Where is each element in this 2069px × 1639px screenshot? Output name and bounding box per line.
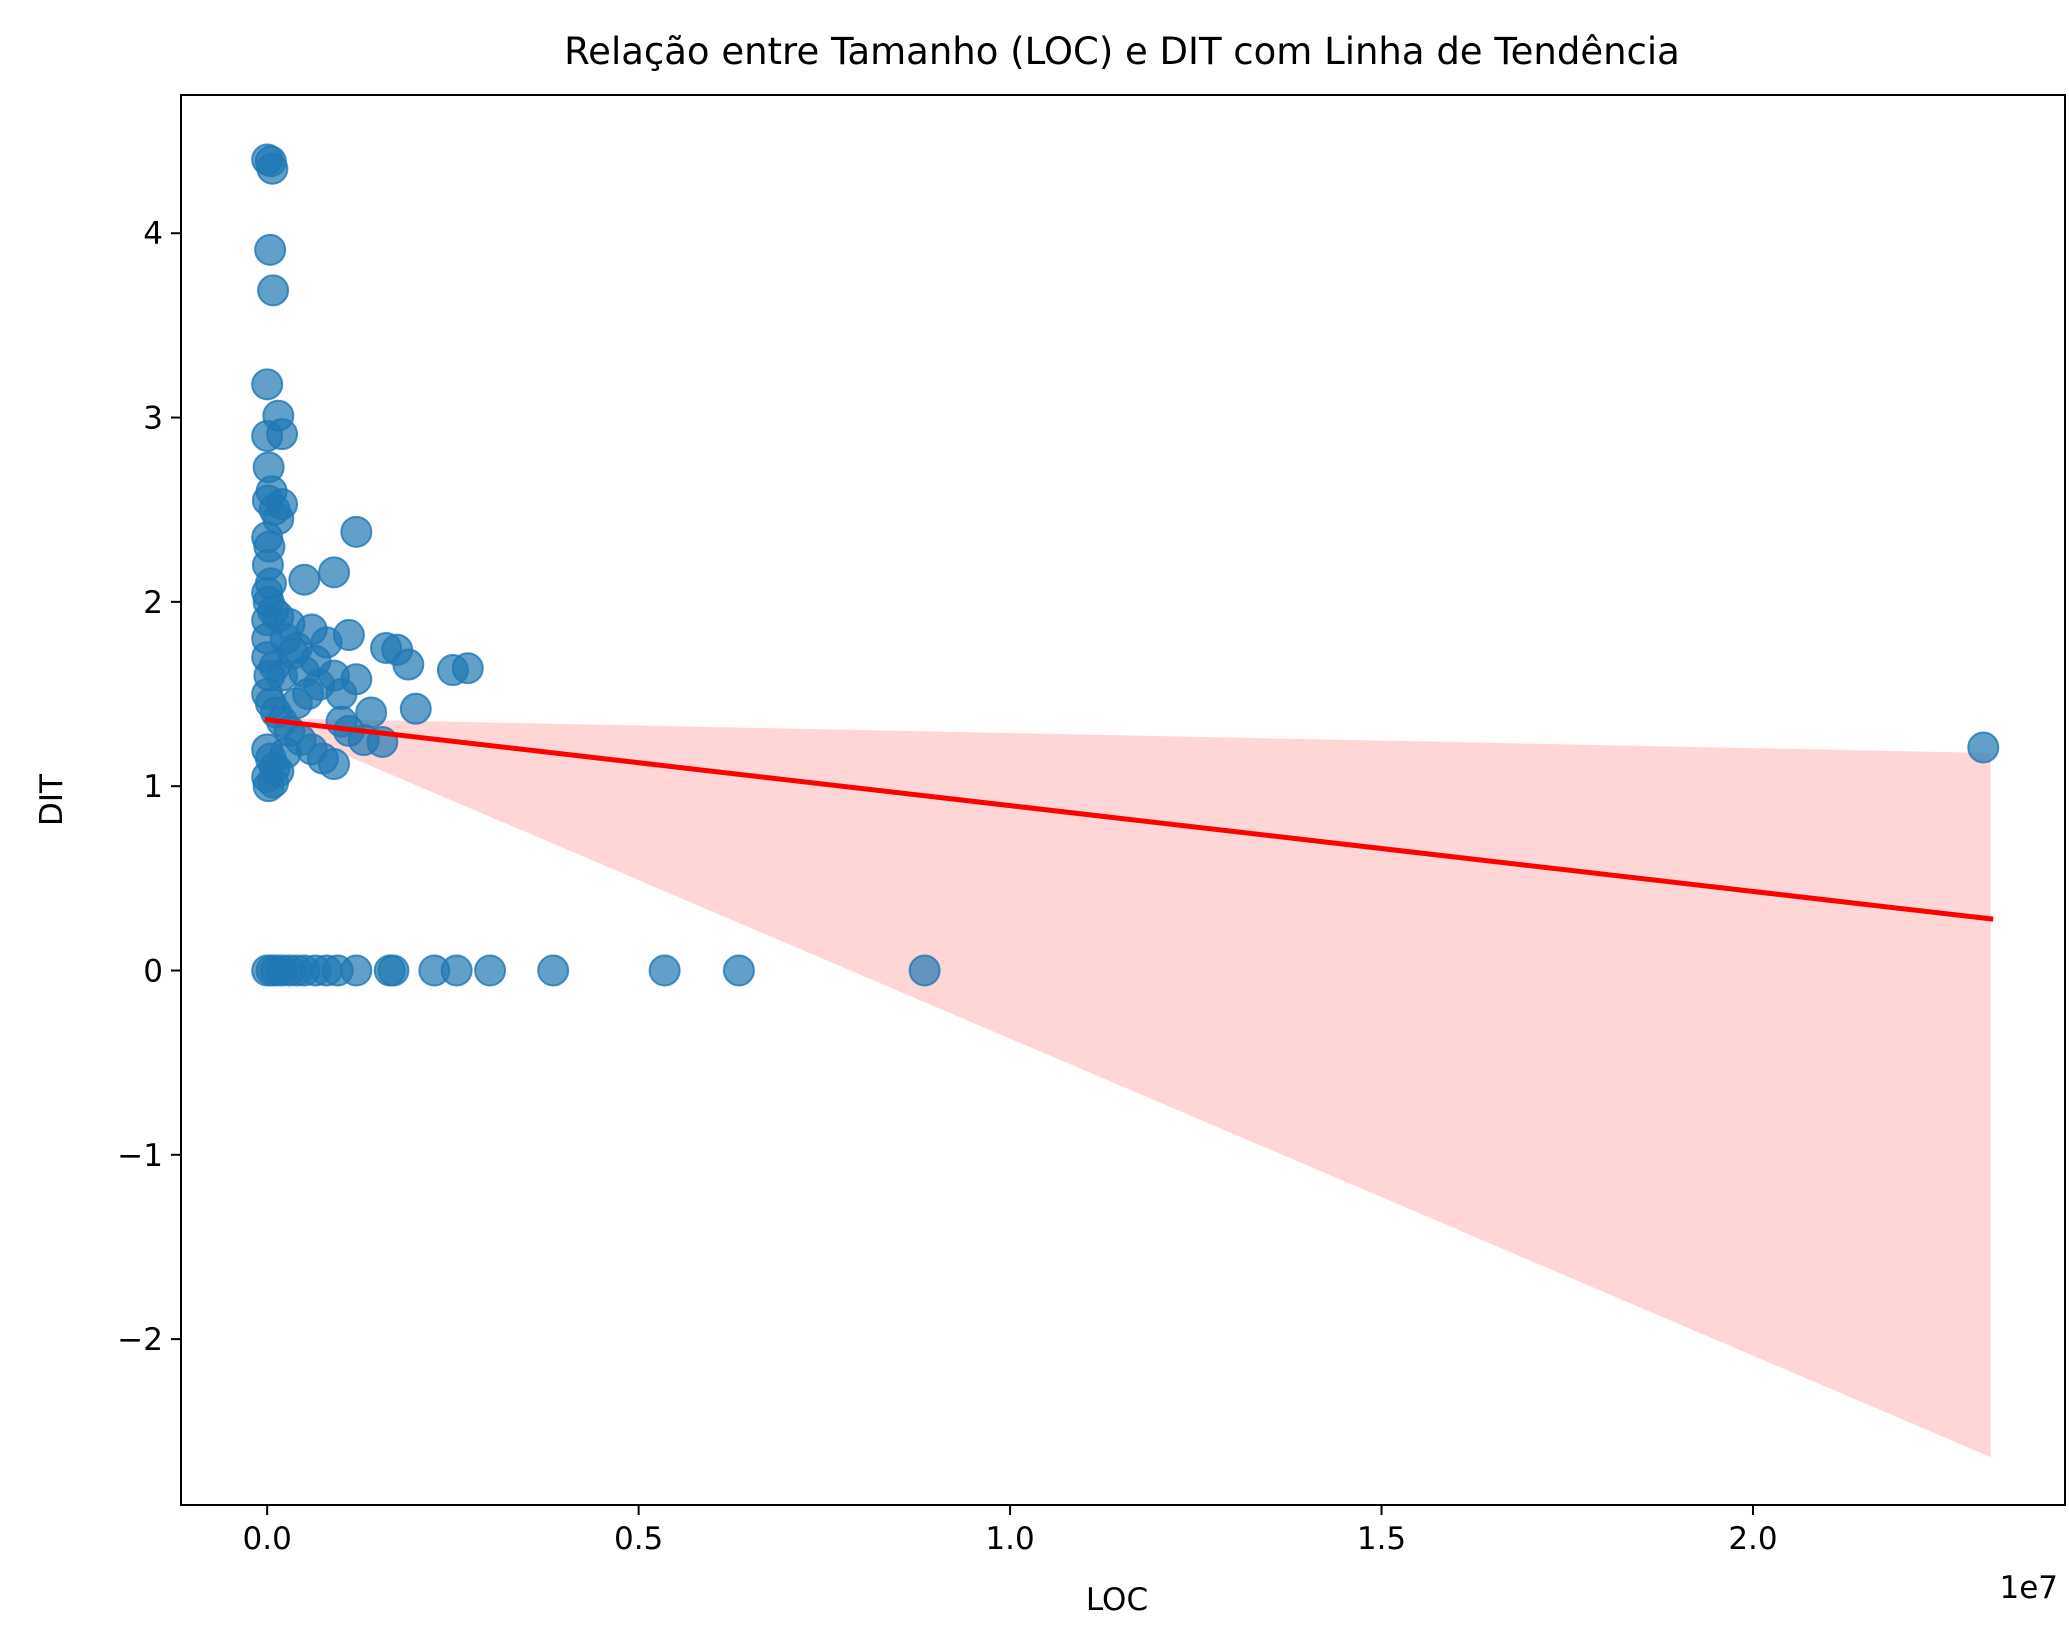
x-tick-label: 2.0 <box>1728 1521 1777 1557</box>
data-point <box>254 233 287 266</box>
data-point <box>377 954 410 987</box>
confidence-band <box>267 717 1991 1458</box>
x-tick-label: 0.0 <box>243 1521 292 1557</box>
confidence-band-layer <box>267 717 1991 1458</box>
x-tick-label: 1.5 <box>1357 1521 1406 1557</box>
data-point <box>537 954 570 987</box>
data-point <box>253 659 286 692</box>
trend-line-layer <box>264 717 1994 922</box>
y-tick-label: 0 <box>143 953 163 989</box>
data-point <box>392 648 425 681</box>
y-tick-label: −1 <box>117 1138 163 1174</box>
data-point <box>299 644 332 677</box>
data-point <box>451 652 484 685</box>
x-axis-label: LOC <box>1086 1582 1148 1618</box>
data-point <box>292 678 325 711</box>
data-point <box>648 954 681 987</box>
data-point <box>474 954 507 987</box>
y-tick-label: 1 <box>143 769 163 805</box>
data-point <box>251 368 284 401</box>
data-point <box>340 663 373 696</box>
data-point <box>440 954 473 987</box>
trend-line <box>264 717 1994 922</box>
y-tick-label: 3 <box>143 401 163 437</box>
y-axis-ticks: −2 −1 0 1 2 3 4 <box>117 216 181 1358</box>
x-axis-offset-label: 1e7 <box>1999 1570 2058 1606</box>
data-point <box>269 737 302 769</box>
data-point <box>722 954 755 987</box>
plot-frame <box>180 94 2066 1506</box>
y-tick-label: −2 <box>117 1322 163 1358</box>
x-tick-label: 1.0 <box>985 1521 1034 1557</box>
data-point <box>340 954 373 987</box>
data-point <box>251 622 284 655</box>
plot-area <box>251 143 2000 1458</box>
y-tick-label: 4 <box>143 216 163 252</box>
chart-title: Relação entre Tamanho (LOC) e DIT com Li… <box>564 30 1680 73</box>
data-point <box>288 563 321 596</box>
data-point <box>257 274 290 307</box>
x-axis-ticks: 0.0 0.5 1.0 1.5 2.0 <box>243 1505 1778 1557</box>
data-point <box>908 954 941 987</box>
x-tick-label: 0.5 <box>614 1521 663 1557</box>
data-point <box>332 619 365 652</box>
data-point <box>266 418 299 451</box>
data-point <box>256 152 289 185</box>
data-point <box>318 556 351 589</box>
y-tick-label: 2 <box>143 585 163 621</box>
data-point <box>399 692 432 725</box>
data-point <box>1967 731 2000 764</box>
data-point <box>318 748 351 781</box>
y-axis-label: DIT <box>34 773 70 826</box>
data-point <box>340 515 373 548</box>
